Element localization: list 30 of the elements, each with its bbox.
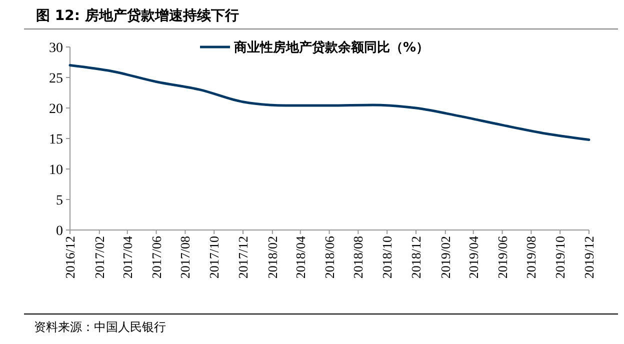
y-tick-label: 25 (49, 71, 63, 86)
x-tick-label: 2017/04 (120, 236, 135, 279)
chart-title: 图 12: 房地产贷款增速持续下行 (36, 7, 239, 24)
line-series (68, 64, 590, 141)
legend-label: 商业性房地产贷款余额同比（%） (233, 40, 430, 56)
y-tick-label: 20 (49, 102, 63, 117)
x-tick-label: 2019/04 (466, 236, 481, 279)
x-tick-label: 2019/08 (524, 236, 539, 279)
x-tick-label: 2018/08 (350, 236, 366, 279)
x-tick-label: 2017/10 (206, 236, 222, 279)
y-tick-label: 5 (56, 193, 63, 208)
x-tick-label: 2018/06 (322, 236, 337, 279)
x-tick-label: 2019/02 (438, 236, 453, 279)
x-tick-label: 2017/12 (236, 236, 251, 279)
x-tick-label: 2019/12 (582, 236, 597, 279)
x-tick-label: 2019/10 (552, 236, 568, 279)
y-tick-label: 15 (49, 132, 63, 148)
x-tick-label: 2017/06 (148, 236, 164, 279)
y-tick-label: 0 (56, 224, 63, 239)
x-tick-label: 2018/02 (264, 236, 280, 279)
text: 资料来源：中国人民银行 (34, 320, 166, 334)
x-tick-label: 2017/08 (178, 236, 193, 279)
y-tick-label: 10 (49, 162, 63, 178)
x-tick-label: 2018/10 (380, 236, 395, 279)
y-tick-label: 30 (49, 40, 63, 56)
x-tick-label: 2019/06 (494, 236, 510, 279)
x-tick-label: 2018/12 (408, 236, 424, 279)
x-tick-label: 2018/04 (292, 236, 308, 279)
x-tick-label: 2016/12 (62, 236, 78, 279)
x-tick-label: 2017/02 (92, 236, 107, 279)
